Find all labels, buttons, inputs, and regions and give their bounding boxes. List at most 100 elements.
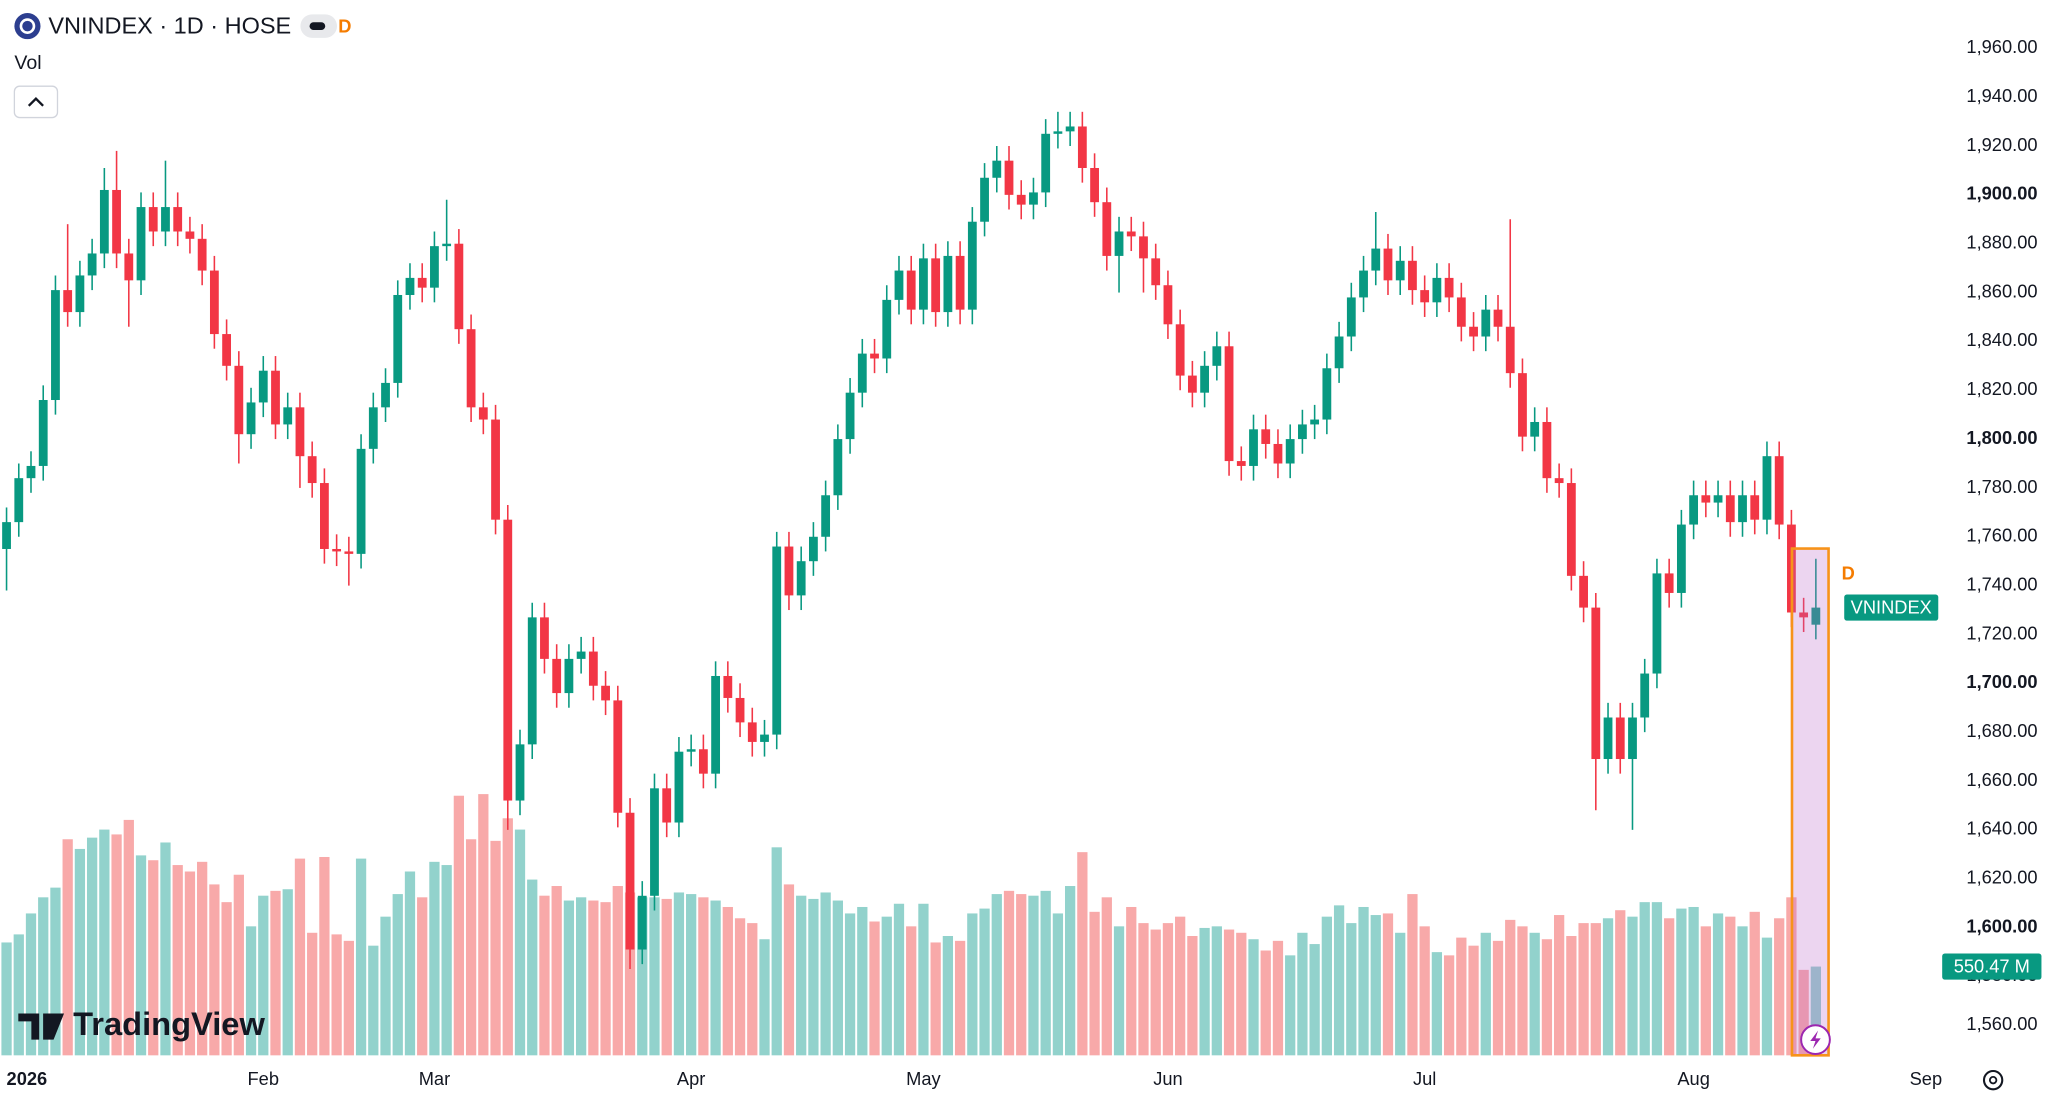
volume-bar xyxy=(869,921,880,1056)
volume-bar xyxy=(771,847,782,1056)
volume-tag-label: 550.47 M xyxy=(1954,956,2030,977)
volume-bar xyxy=(404,871,416,1056)
candle-body xyxy=(686,749,696,752)
volume-bar xyxy=(796,895,807,1056)
volume-bar xyxy=(600,902,611,1056)
candle-body xyxy=(1640,673,1650,718)
volume-bar xyxy=(1028,895,1039,1056)
volume-bar xyxy=(1101,897,1112,1056)
collapse-button[interactable] xyxy=(13,85,59,119)
volume-bar xyxy=(808,898,819,1056)
volume-bar xyxy=(1431,952,1443,1056)
candle-body xyxy=(283,407,293,425)
candle-body xyxy=(2,522,11,549)
brand-logo xyxy=(18,1013,65,1040)
volume-bar xyxy=(50,887,61,1056)
volume-tag xyxy=(1942,953,2042,980)
volume-bar xyxy=(747,923,758,1056)
candle-body xyxy=(1322,368,1332,420)
candle-body xyxy=(931,258,941,313)
candle-body xyxy=(51,290,60,401)
candle-body xyxy=(271,370,280,425)
volume-bar xyxy=(160,842,171,1056)
candle-body xyxy=(295,407,305,457)
volume-bar xyxy=(906,926,917,1056)
candle-body xyxy=(809,536,818,562)
candle-body xyxy=(1762,456,1772,520)
candle-body xyxy=(967,221,977,310)
volume-bar xyxy=(1370,915,1381,1056)
candle-body xyxy=(1285,439,1295,464)
volume-bar xyxy=(942,936,954,1056)
volume-bar xyxy=(1566,936,1577,1056)
candle-body xyxy=(637,895,647,950)
candle-body xyxy=(1371,248,1381,271)
candle-body xyxy=(393,294,403,383)
candle-body xyxy=(1359,270,1368,298)
volume-bar xyxy=(1627,916,1638,1056)
symbol-logo-ring xyxy=(19,18,36,34)
y-tick-label: 1,560.00 xyxy=(1966,1013,2037,1034)
settings-icon[interactable] xyxy=(1982,1069,2004,1091)
candle-body xyxy=(552,658,562,694)
candle-body xyxy=(1346,297,1356,337)
candle-body xyxy=(14,478,24,523)
candle-body xyxy=(1652,573,1662,674)
candle-body xyxy=(1395,260,1405,281)
chart-title: VNINDEX · 1D · HOSE xyxy=(48,13,291,39)
candle-body xyxy=(320,483,329,549)
candle-body xyxy=(1566,483,1576,576)
x-tick-label: Mar xyxy=(419,1068,450,1089)
x-tick-label: Jun xyxy=(1153,1068,1182,1089)
brand: TradingView xyxy=(18,1005,265,1042)
volume-bar xyxy=(38,897,49,1056)
volume-title: Vol xyxy=(14,52,41,74)
volume-bar xyxy=(673,892,685,1056)
candle-body xyxy=(1200,365,1210,393)
candle-body xyxy=(38,400,48,466)
x-tick-label: 2026 xyxy=(7,1068,48,1089)
candle-body xyxy=(576,651,586,659)
volume-bar xyxy=(832,900,843,1056)
candle-body xyxy=(711,675,721,774)
candle-body xyxy=(503,519,513,801)
candle-body xyxy=(1029,192,1038,205)
volume-bar xyxy=(893,903,905,1056)
candle-body xyxy=(185,231,195,239)
volume-bar xyxy=(991,894,1002,1056)
settings-icon-center xyxy=(1988,1075,1998,1085)
volume-bar xyxy=(783,884,795,1056)
volume-bar xyxy=(1700,926,1711,1056)
candle-body xyxy=(919,258,928,310)
candle-body xyxy=(430,246,439,288)
flash-glyph xyxy=(1810,1030,1821,1049)
candles xyxy=(2,111,1821,970)
volume-bar xyxy=(1,942,12,1056)
candle-body xyxy=(1126,231,1136,237)
candle-body xyxy=(1713,495,1723,503)
volume-bar xyxy=(1077,852,1088,1056)
candle-body xyxy=(845,392,855,440)
y-tick-label: 1,860.00 xyxy=(1966,280,2037,301)
volume-bar xyxy=(698,897,709,1056)
candle-body xyxy=(723,675,733,698)
candle-body xyxy=(1481,309,1491,337)
volume-bar xyxy=(661,898,672,1056)
candle-body xyxy=(258,370,268,403)
selection-range[interactable] xyxy=(1790,547,1830,1057)
volume-bar xyxy=(25,913,37,1056)
volume-bar xyxy=(441,865,452,1056)
candle-body xyxy=(906,270,916,310)
volume-bar xyxy=(857,906,868,1056)
volume-bar xyxy=(881,916,892,1056)
volume-bar xyxy=(1468,945,1479,1056)
candle-body xyxy=(980,177,989,222)
volume-bar xyxy=(1419,926,1430,1056)
candle-body xyxy=(1505,326,1515,374)
candle-body xyxy=(1738,495,1747,523)
volume-bar xyxy=(979,908,990,1056)
candle-body xyxy=(784,546,794,596)
y-tick-label: 1,780.00 xyxy=(1966,476,2037,497)
candle-body xyxy=(1628,717,1637,760)
x-tick-label: Feb xyxy=(248,1068,279,1089)
